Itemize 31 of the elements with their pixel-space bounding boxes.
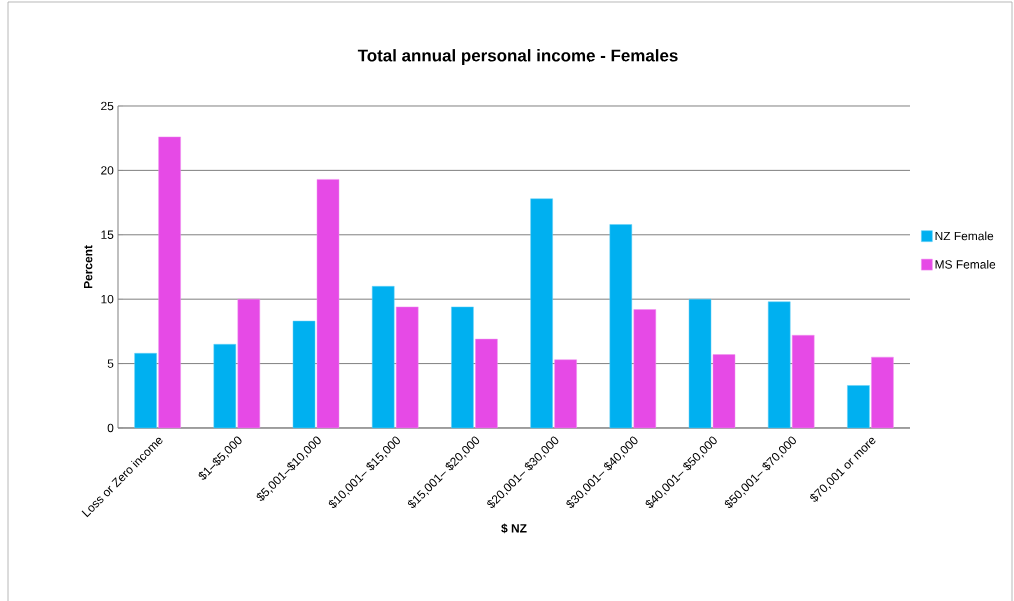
bar xyxy=(237,298,261,429)
y-tick-label: 15 xyxy=(101,230,114,239)
bar xyxy=(475,338,498,429)
x-axis-title: $ NZ xyxy=(501,523,527,534)
bar xyxy=(213,344,237,429)
legend-label: MS Female xyxy=(935,259,996,269)
y-axis-title: Percent xyxy=(84,245,93,289)
bar xyxy=(451,306,474,429)
bar xyxy=(609,224,633,429)
bar xyxy=(371,286,395,429)
bar xyxy=(530,198,553,429)
bar xyxy=(633,309,657,429)
bar xyxy=(316,179,340,429)
bar xyxy=(871,356,894,429)
bar xyxy=(158,136,181,429)
bar xyxy=(395,306,419,429)
bar xyxy=(292,320,316,429)
y-tick-label: 0 xyxy=(107,423,114,433)
bar xyxy=(847,385,870,429)
bar xyxy=(134,353,157,429)
bar xyxy=(712,354,736,429)
y-tick-label: 25 xyxy=(101,101,114,111)
chart-title: Total annual personal income - Females xyxy=(357,49,678,65)
bar xyxy=(791,335,815,429)
bar xyxy=(767,301,791,429)
y-tick-label: 20 xyxy=(101,166,114,175)
y-tick-label: 10 xyxy=(101,294,114,304)
bar xyxy=(554,359,577,429)
bar xyxy=(688,298,712,429)
legend-label: NZ Female xyxy=(935,231,994,241)
y-tick-label: 5 xyxy=(107,359,114,368)
